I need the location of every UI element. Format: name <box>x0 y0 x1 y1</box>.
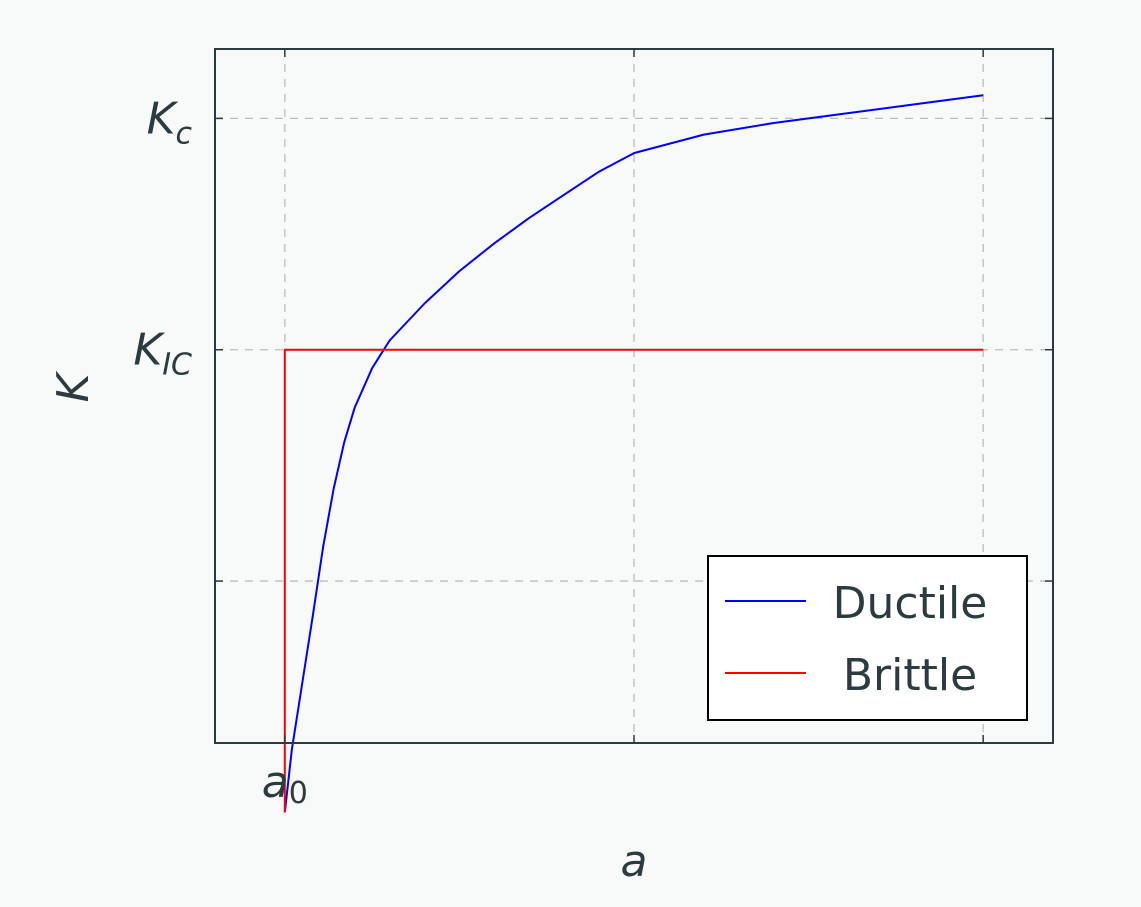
series-line-ductile <box>283 94 984 813</box>
x-tick-label-0: a0 <box>262 757 308 811</box>
y-axis-label: K <box>48 370 99 402</box>
x-axis-label: a <box>621 836 648 887</box>
legend-box <box>707 555 1028 721</box>
series-line-brittle <box>283 348 984 813</box>
y-tick-label-2: Kc <box>147 93 193 151</box>
legend: Ductile Brittle <box>707 555 1028 721</box>
y-tick-label-1: KIC <box>133 325 192 383</box>
series-layer <box>283 94 984 813</box>
legend-label-brittle: Brittle <box>843 650 977 701</box>
legend-label-ductile: Ductile <box>833 578 988 629</box>
